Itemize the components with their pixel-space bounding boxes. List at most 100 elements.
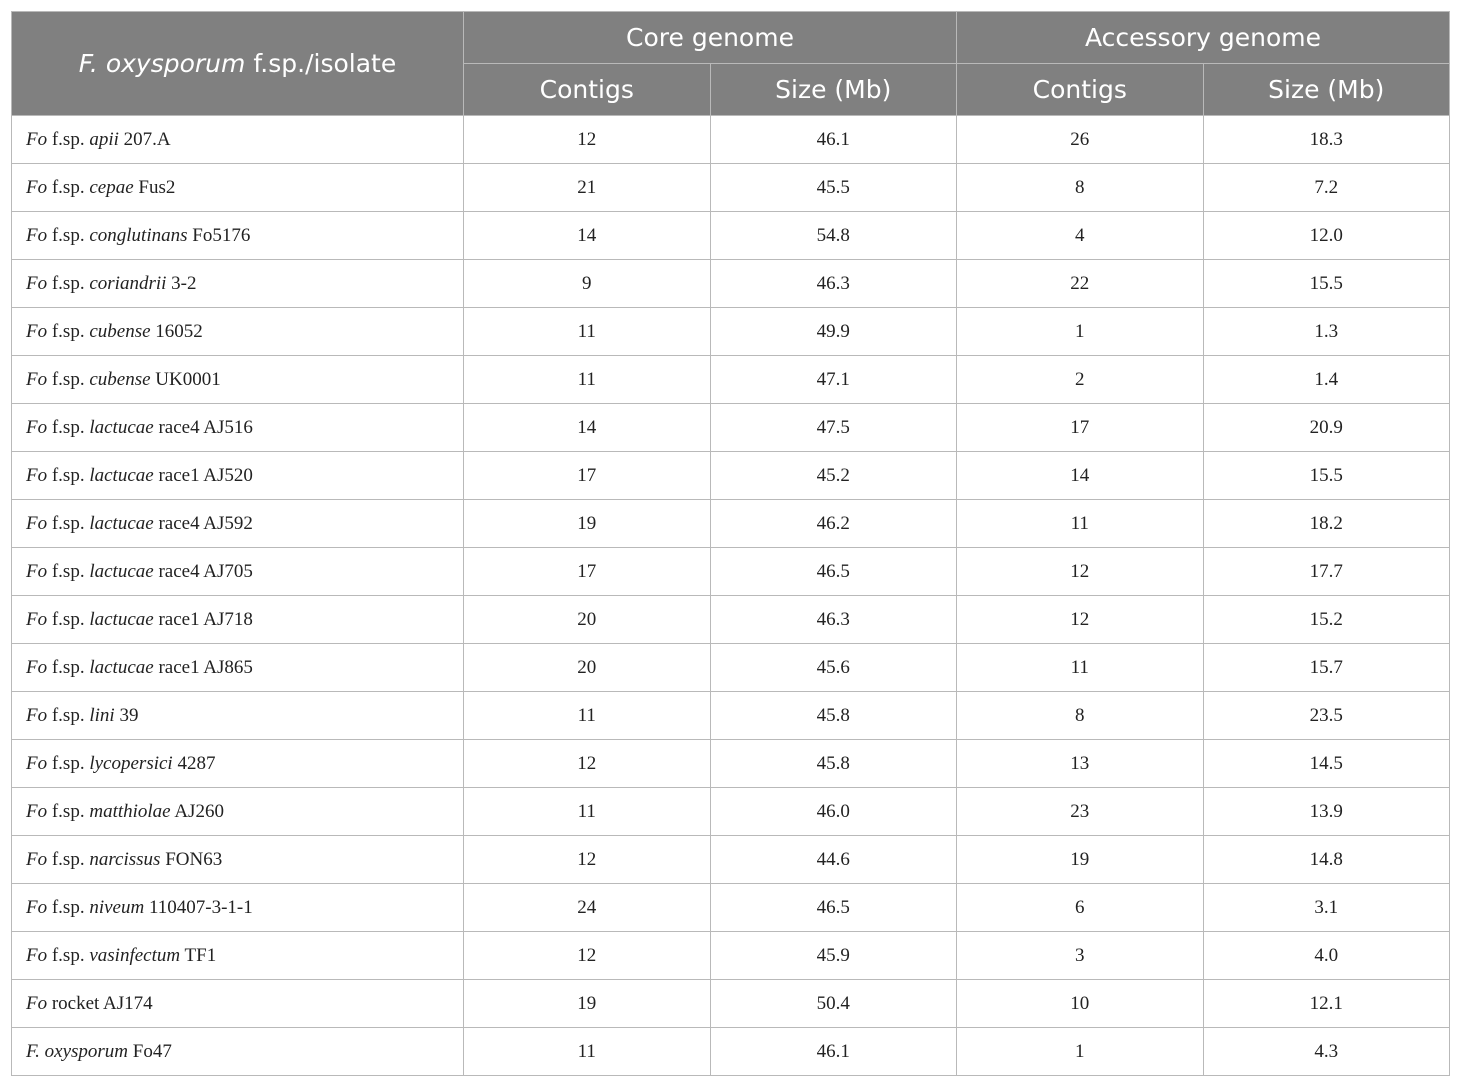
accessory-genome-header: Accessory genome xyxy=(956,11,1450,64)
forma-specialis: cubense xyxy=(89,368,151,390)
species-qualifier: f.sp. xyxy=(47,176,90,198)
accessory-size-cell: 18.3 xyxy=(1202,115,1450,164)
accessory-size-cell: 1.4 xyxy=(1202,355,1450,404)
table-row: Fo f.sp. lactucae race4 AJ705 17 46.5 12 17.… xyxy=(11,547,1450,596)
species-genus: Fo xyxy=(26,752,48,774)
species-genus: Fo xyxy=(26,608,48,630)
core-size-cell: 46.1 xyxy=(709,1027,957,1076)
table-row: Fo f.sp. apii 207.A 12 46.1 26 18.3 xyxy=(11,115,1450,164)
core-size-cell: 45.5 xyxy=(709,163,957,212)
accessory-size-cell: 7.2 xyxy=(1202,163,1450,212)
isolate-id: race1 AJ520 xyxy=(153,464,253,486)
species-genus: Fo xyxy=(26,368,48,390)
isolate-id: race4 AJ705 xyxy=(153,560,253,582)
forma-specialis: cubense xyxy=(89,320,151,342)
forma-specialis: lactucae xyxy=(89,608,154,630)
isolate-name-cell: Fo f.sp. conglutinans Fo5176 xyxy=(11,211,464,260)
accessory-size-header: Size (Mb) xyxy=(1202,63,1450,116)
core-size-cell: 46.0 xyxy=(709,787,957,836)
isolate-name-cell: Fo f.sp. cubense UK0001 xyxy=(11,355,464,404)
isolate-name-cell: Fo f.sp. lini 39 xyxy=(11,691,464,740)
isolate-id: TF1 xyxy=(180,944,217,966)
table-body: Fo f.sp. apii 207.A 12 46.1 26 18.3 Fo f.sp. … xyxy=(11,115,1450,1076)
forma-specialis: lycopersici xyxy=(89,752,173,774)
species-qualifier: f.sp. xyxy=(47,896,90,918)
core-size-cell: 45.2 xyxy=(709,451,957,500)
forma-specialis: lactucae xyxy=(89,512,154,534)
accessory-contigs-cell: 12 xyxy=(956,595,1204,644)
forma-specialis: narcissus xyxy=(89,848,161,870)
species-qualifier: f.sp. xyxy=(47,656,90,678)
forma-specialis: coriandrii xyxy=(89,272,167,294)
core-contigs-cell: 12 xyxy=(463,115,711,164)
accessory-contigs-cell: 13 xyxy=(956,739,1204,788)
accessory-size-cell: 15.7 xyxy=(1202,643,1450,692)
isolate-name-cell: Fo f.sp. lactucae race1 AJ520 xyxy=(11,451,464,500)
species-qualifier: f.sp. xyxy=(47,128,90,150)
core-contigs-cell: 14 xyxy=(463,211,711,260)
core-size-cell: 45.9 xyxy=(709,931,957,980)
species-qualifier: f.sp. xyxy=(47,368,90,390)
accessory-size-cell: 15.5 xyxy=(1202,451,1450,500)
accessory-contigs-cell: 19 xyxy=(956,835,1204,884)
isolate-id: race4 AJ592 xyxy=(153,512,253,534)
core-contigs-cell: 11 xyxy=(463,787,711,836)
accessory-contigs-cell: 12 xyxy=(956,547,1204,596)
isolate-name-cell: Fo f.sp. cepae Fus2 xyxy=(11,163,464,212)
forma-specialis: lactucae xyxy=(89,416,154,438)
core-size-cell: 47.1 xyxy=(709,355,957,404)
isolate-name-cell: Fo rocket AJ174 xyxy=(11,979,464,1028)
isolate-id: race1 AJ865 xyxy=(153,656,253,678)
species-qualifier: f.sp. xyxy=(47,800,90,822)
table-row: Fo f.sp. lycopersici 4287 12 45.8 13 14.5 xyxy=(11,739,1450,788)
species-genus: Fo xyxy=(26,848,48,870)
core-size-header: Size (Mb) xyxy=(709,63,957,116)
table-row: Fo f.sp. conglutinans Fo5176 14 54.8 4 12.0 xyxy=(11,211,1450,260)
core-contigs-header: Contigs xyxy=(463,63,711,116)
genome-table: F. oxysporum f.sp./isolate Core genome A… xyxy=(11,11,1450,1076)
core-size-cell: 54.8 xyxy=(709,211,957,260)
core-genome-header: Core genome xyxy=(463,11,957,64)
isolate-header-species: F. oxysporum xyxy=(78,49,246,78)
core-contigs-cell: 12 xyxy=(463,931,711,980)
accessory-size-cell: 14.5 xyxy=(1202,739,1450,788)
isolate-id: UK0001 xyxy=(150,368,221,390)
accessory-size-cell: 14.8 xyxy=(1202,835,1450,884)
accessory-contigs-header: Contigs xyxy=(956,63,1204,116)
isolate-id: 4287 xyxy=(172,752,216,774)
accessory-contigs-cell: 10 xyxy=(956,979,1204,1028)
isolate-name-cell: Fo f.sp. apii 207.A xyxy=(11,115,464,164)
isolate-name-cell: Fo f.sp. lactucae race1 AJ865 xyxy=(11,643,464,692)
forma-specialis: conglutinans xyxy=(89,224,188,246)
core-size-cell: 46.1 xyxy=(709,115,957,164)
species-qualifier: f.sp. xyxy=(47,704,90,726)
isolate-name-cell: Fo f.sp. lactucae race1 AJ718 xyxy=(11,595,464,644)
accessory-contigs-cell: 3 xyxy=(956,931,1204,980)
isolate-name-cell: Fo f.sp. narcissus FON63 xyxy=(11,835,464,884)
isolate-id: 207.A xyxy=(118,128,171,150)
accessory-size-cell: 4.0 xyxy=(1202,931,1450,980)
core-contigs-cell: 11 xyxy=(463,355,711,404)
isolate-name-cell: Fo f.sp. coriandrii 3-2 xyxy=(11,259,464,308)
species-qualifier: f.sp. xyxy=(47,752,90,774)
species-genus: Fo xyxy=(26,656,48,678)
core-contigs-cell: 24 xyxy=(463,883,711,932)
table-row: Fo f.sp. lactucae race4 AJ592 19 46.2 11 18.… xyxy=(11,499,1450,548)
table-row: Fo f.sp. lini 39 11 45.8 8 23.5 xyxy=(11,691,1450,740)
isolate-name-cell: Fo f.sp. lactucae race4 AJ592 xyxy=(11,499,464,548)
species-qualifier: f.sp. xyxy=(47,608,90,630)
accessory-contigs-cell: 8 xyxy=(956,163,1204,212)
accessory-contigs-cell: 23 xyxy=(956,787,1204,836)
header-row-groups: F. oxysporum f.sp./isolate Core genome A… xyxy=(11,11,1450,116)
accessory-contigs-cell: 11 xyxy=(956,499,1204,548)
accessory-contigs-cell: 14 xyxy=(956,451,1204,500)
core-contigs-cell: 9 xyxy=(463,259,711,308)
accessory-size-cell: 3.1 xyxy=(1202,883,1450,932)
accessory-size-cell: 1.3 xyxy=(1202,307,1450,356)
isolate-id: 110407-3-1-1 xyxy=(144,896,253,918)
species-genus: Fo xyxy=(26,224,48,246)
isolate-name-cell: Fo f.sp. lactucae race4 AJ705 xyxy=(11,547,464,596)
species-qualifier: f.sp. xyxy=(47,416,90,438)
isolate-name-cell: Fo f.sp. cubense 16052 xyxy=(11,307,464,356)
isolate-id: FON63 xyxy=(160,848,223,870)
